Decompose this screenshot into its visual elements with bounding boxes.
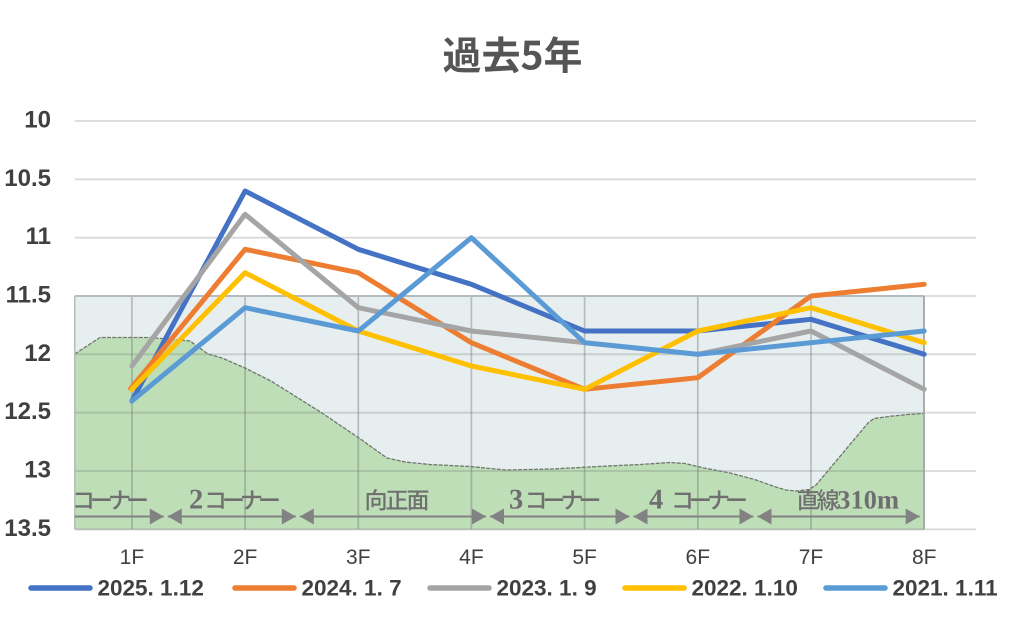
svg-text:11: 11: [26, 223, 51, 250]
svg-text:6F: 6F: [686, 546, 711, 569]
svg-text:4F: 4F: [459, 546, 484, 569]
svg-text:13.5: 13.5: [4, 515, 51, 542]
svg-text:2023. 1. 9: 2023. 1. 9: [497, 576, 597, 601]
svg-text:2025. 1.12: 2025. 1.12: [98, 576, 204, 601]
svg-text:13: 13: [24, 457, 51, 484]
svg-text:12.5: 12.5: [4, 398, 51, 425]
svg-text:3F: 3F: [346, 546, 371, 569]
svg-text:10.5: 10.5: [4, 165, 51, 192]
svg-text:5F: 5F: [572, 546, 597, 569]
svg-text:10: 10: [24, 107, 51, 134]
svg-text:2024. 1. 7: 2024. 1. 7: [302, 576, 402, 601]
svg-text:2022. 1.10: 2022. 1.10: [692, 576, 798, 601]
svg-text:12: 12: [24, 340, 51, 367]
svg-text:2021. 1.11: 2021. 1.11: [893, 576, 998, 601]
svg-text:1F: 1F: [120, 546, 145, 569]
svg-text:7F: 7F: [799, 546, 824, 569]
svg-text:8F: 8F: [912, 546, 937, 569]
svg-text:11.5: 11.5: [6, 282, 51, 309]
svg-text:2F: 2F: [233, 546, 258, 569]
